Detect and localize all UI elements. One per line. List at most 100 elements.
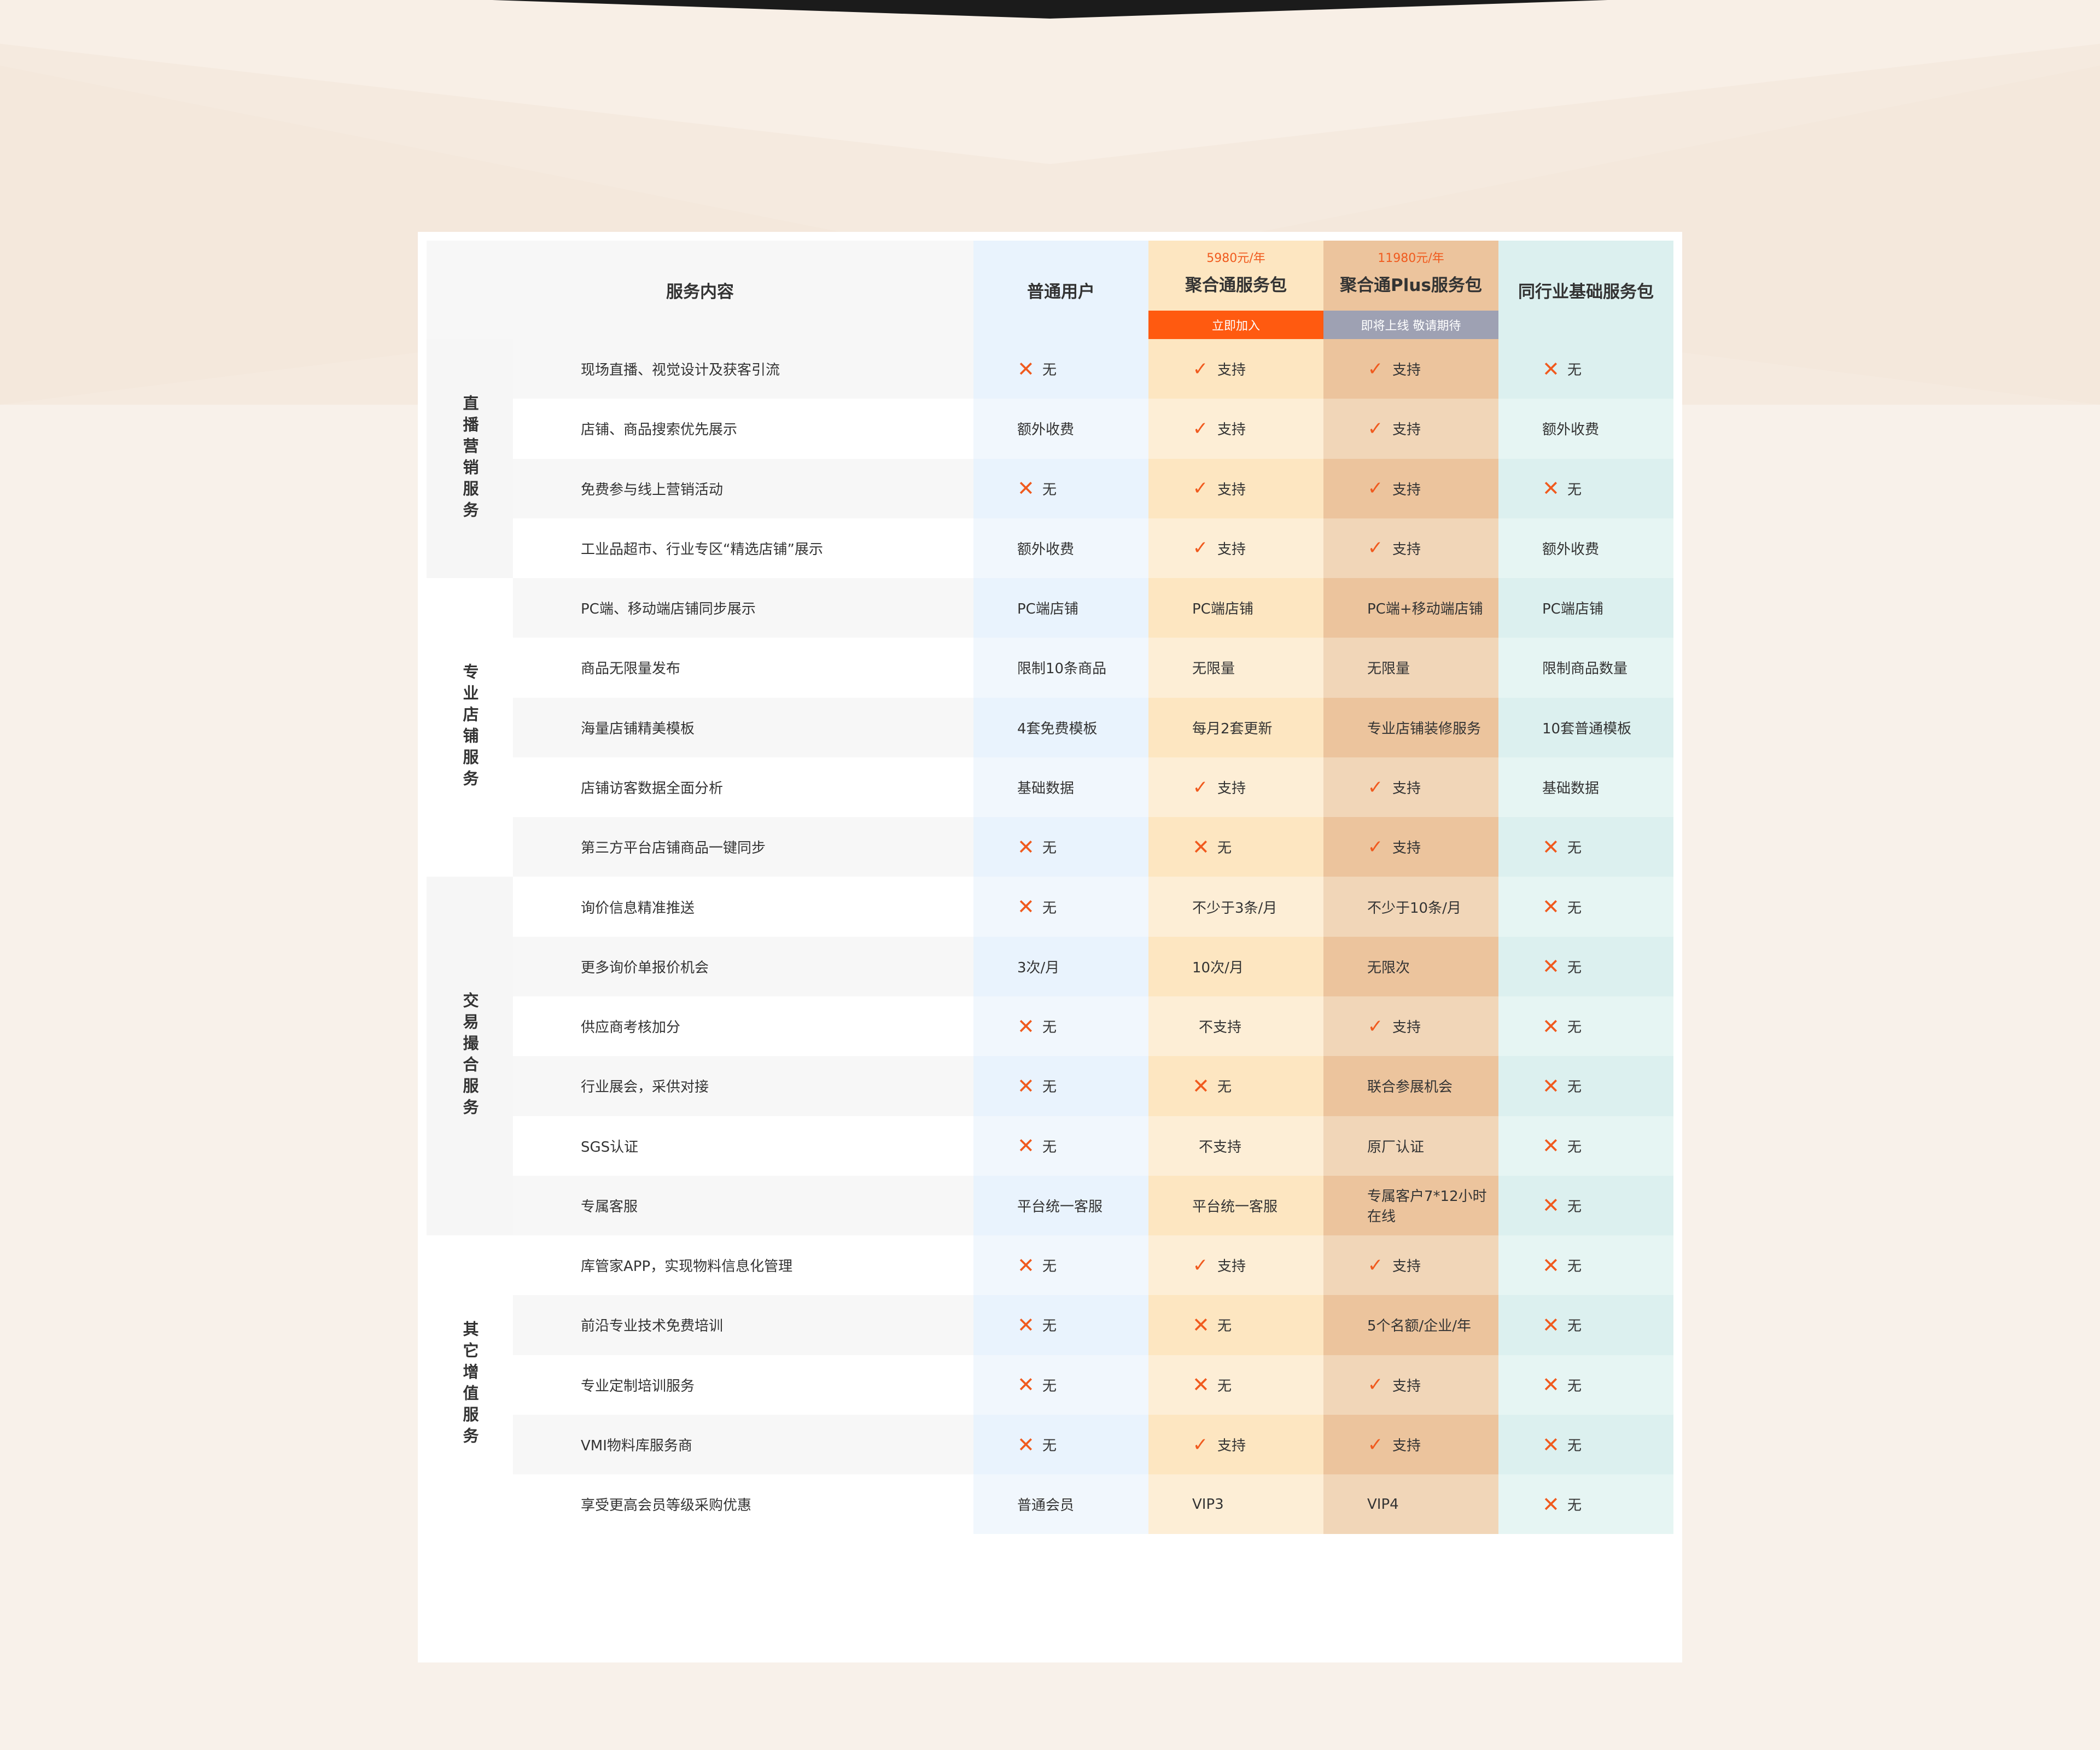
check-icon: ✓	[1192, 1254, 1209, 1276]
plan-title: 同行业基础服务包	[1518, 282, 1654, 302]
plan-cell: PC端店铺	[1498, 578, 1673, 638]
plan-cell: ✕ 无	[973, 1295, 1148, 1355]
cell-text: 无限次	[1367, 959, 1410, 976]
plan-cell: ✕ 无	[1148, 1056, 1323, 1116]
feature-label: 专业定制培训服务	[513, 1355, 973, 1415]
plan-cell: ✕ 无	[1498, 1474, 1673, 1535]
category-name: 直播营销服务	[460, 394, 479, 523]
cell-text: 无	[1042, 1438, 1057, 1455]
cross-icon: ✕	[1192, 1312, 1210, 1337]
comparison-table: 服务内容 普通用户 5980元/年 聚合通服务包 立即加入 11980元/年 聚…	[427, 241, 1673, 1654]
cell-text: 支持	[1217, 362, 1246, 379]
cross-icon: ✕	[1542, 1134, 1560, 1158]
cross-icon: ✕	[1192, 835, 1210, 859]
plan-price: 11980元/年	[1378, 252, 1444, 265]
plan-cell: ✓ 支持	[1323, 996, 1498, 1057]
cell-text: 支持	[1217, 1258, 1246, 1275]
plan-cell: ✓ 支持	[1148, 458, 1323, 518]
category-label: 交易撮合服务	[427, 877, 513, 1236]
comparison-card: 服务内容 普通用户 5980元/年 聚合通服务包 立即加入 11980元/年 聚…	[418, 232, 1682, 1662]
plan-cell: 基础数据	[1498, 757, 1673, 818]
cell-text: 无	[1567, 900, 1582, 917]
cross-icon: ✕	[1017, 1312, 1035, 1337]
cell-text: 基础数据	[1542, 780, 1600, 797]
header-normal-user: 普通用户	[973, 241, 1148, 339]
plan-cell: ✓ 支持	[1323, 518, 1498, 579]
join-now-button[interactable]: 立即加入	[1148, 311, 1323, 339]
plan-cell: ✓ 支持	[1323, 399, 1498, 459]
check-icon: ✓	[1367, 1433, 1384, 1456]
cross-icon: ✕	[1017, 1253, 1035, 1278]
plan-title: 聚合通Plus服务包	[1340, 275, 1482, 295]
feature-label: 店铺、商品搜索优先展示	[513, 399, 973, 459]
cell-text: 无	[1567, 1318, 1582, 1335]
check-icon: ✓	[1367, 836, 1384, 858]
cell-text: 5个名额/企业/年	[1367, 1318, 1472, 1335]
plan-cell: PC端店铺	[973, 578, 1148, 638]
cell-text: 无限量	[1192, 661, 1235, 678]
plan-cell: 无限量	[1323, 638, 1498, 698]
feature-label: 免费参与线上营销活动	[513, 458, 973, 518]
cross-icon: ✕	[1017, 1134, 1035, 1158]
cross-icon: ✕	[1542, 1432, 1560, 1457]
plan-cell: 联合参展机会	[1323, 1056, 1498, 1116]
plan-cell: 限制10条商品	[973, 638, 1148, 698]
cell-text: 支持	[1392, 541, 1421, 558]
service-content-heading: 服务内容	[666, 282, 734, 302]
plan-cell: ✕ 无	[1498, 1235, 1673, 1296]
plan-cell: ✕ 无	[1498, 877, 1673, 937]
cell-text: 无	[1567, 1198, 1582, 1215]
category-label: 专业店铺服务	[427, 578, 513, 877]
plan-cell: ✕ 无	[973, 996, 1148, 1057]
cell-text: 支持	[1392, 422, 1421, 439]
plan-cell: ✓ 支持	[1148, 399, 1323, 459]
plan-cell: ✕ 无	[1498, 1414, 1673, 1475]
cross-icon: ✕	[1542, 476, 1560, 501]
check-icon: ✓	[1192, 537, 1209, 559]
cell-text: 3次/月	[1017, 959, 1060, 976]
plan-cell: ✓ 支持	[1323, 1235, 1498, 1296]
plan-cell: ✓ 支持	[1148, 757, 1323, 818]
header-plus-package: 11980元/年 聚合通Plus服务包 即将上线 敬请期待	[1323, 241, 1498, 339]
cell-text: 原厂认证	[1367, 1139, 1425, 1156]
cell-text: 无	[1217, 1079, 1232, 1096]
plan-cell: 额外收费	[1498, 399, 1673, 459]
cross-icon: ✕	[1192, 1074, 1210, 1098]
cell-text: 无	[1567, 1258, 1582, 1275]
cell-text: 无	[1042, 481, 1057, 498]
plan-cell: ✕ 无	[1498, 458, 1673, 518]
plan-cell: ✕ 无	[1148, 1295, 1323, 1355]
cell-text: 支持	[1392, 1019, 1421, 1036]
feature-label: PC端、移动端店铺同步展示	[513, 578, 973, 638]
cell-text: 不支持	[1199, 1139, 1242, 1156]
cross-icon: ✕	[1017, 835, 1035, 859]
cell-text: 支持	[1392, 1378, 1421, 1395]
cross-icon: ✕	[1542, 357, 1560, 381]
cell-text: 无	[1567, 1438, 1582, 1455]
plan-cell: ✕ 无	[1148, 1355, 1323, 1415]
feature-label: 工业品超市、行业专区“精选店铺”展示	[513, 518, 973, 579]
feature-label: VMI物料库服务商	[513, 1414, 973, 1475]
plan-cell: ✓ 支持	[1323, 817, 1498, 877]
cross-icon: ✕	[1017, 1432, 1035, 1457]
plan-cell: ✕ 无	[973, 817, 1148, 877]
plan-cell: 不支持	[1148, 996, 1323, 1057]
feature-label: 享受更高会员等级采购优惠	[513, 1474, 973, 1535]
plan-cell: 不少于10条/月	[1323, 877, 1498, 937]
plan-cell: ✕ 无	[1498, 1175, 1673, 1236]
plan-cell: ✓ 支持	[1323, 757, 1498, 818]
cell-text: 无	[1217, 1318, 1232, 1335]
cell-text: 无	[1567, 1019, 1582, 1036]
cross-icon: ✕	[1017, 1014, 1035, 1039]
plan-cell: 基础数据	[973, 757, 1148, 818]
plan-cell: 额外收费	[1498, 518, 1673, 579]
plan-cell: 限制商品数量	[1498, 638, 1673, 698]
cross-icon: ✕	[1017, 895, 1035, 919]
cell-text: 不支持	[1199, 1019, 1242, 1036]
cell-text: 无	[1042, 362, 1057, 379]
cell-text: 联合参展机会	[1367, 1079, 1453, 1096]
cell-text: 限制10条商品	[1017, 661, 1107, 678]
feature-label: SGS认证	[513, 1116, 973, 1176]
category-label: 直播营销服务	[427, 339, 513, 579]
cell-text: 10次/月	[1192, 959, 1244, 976]
